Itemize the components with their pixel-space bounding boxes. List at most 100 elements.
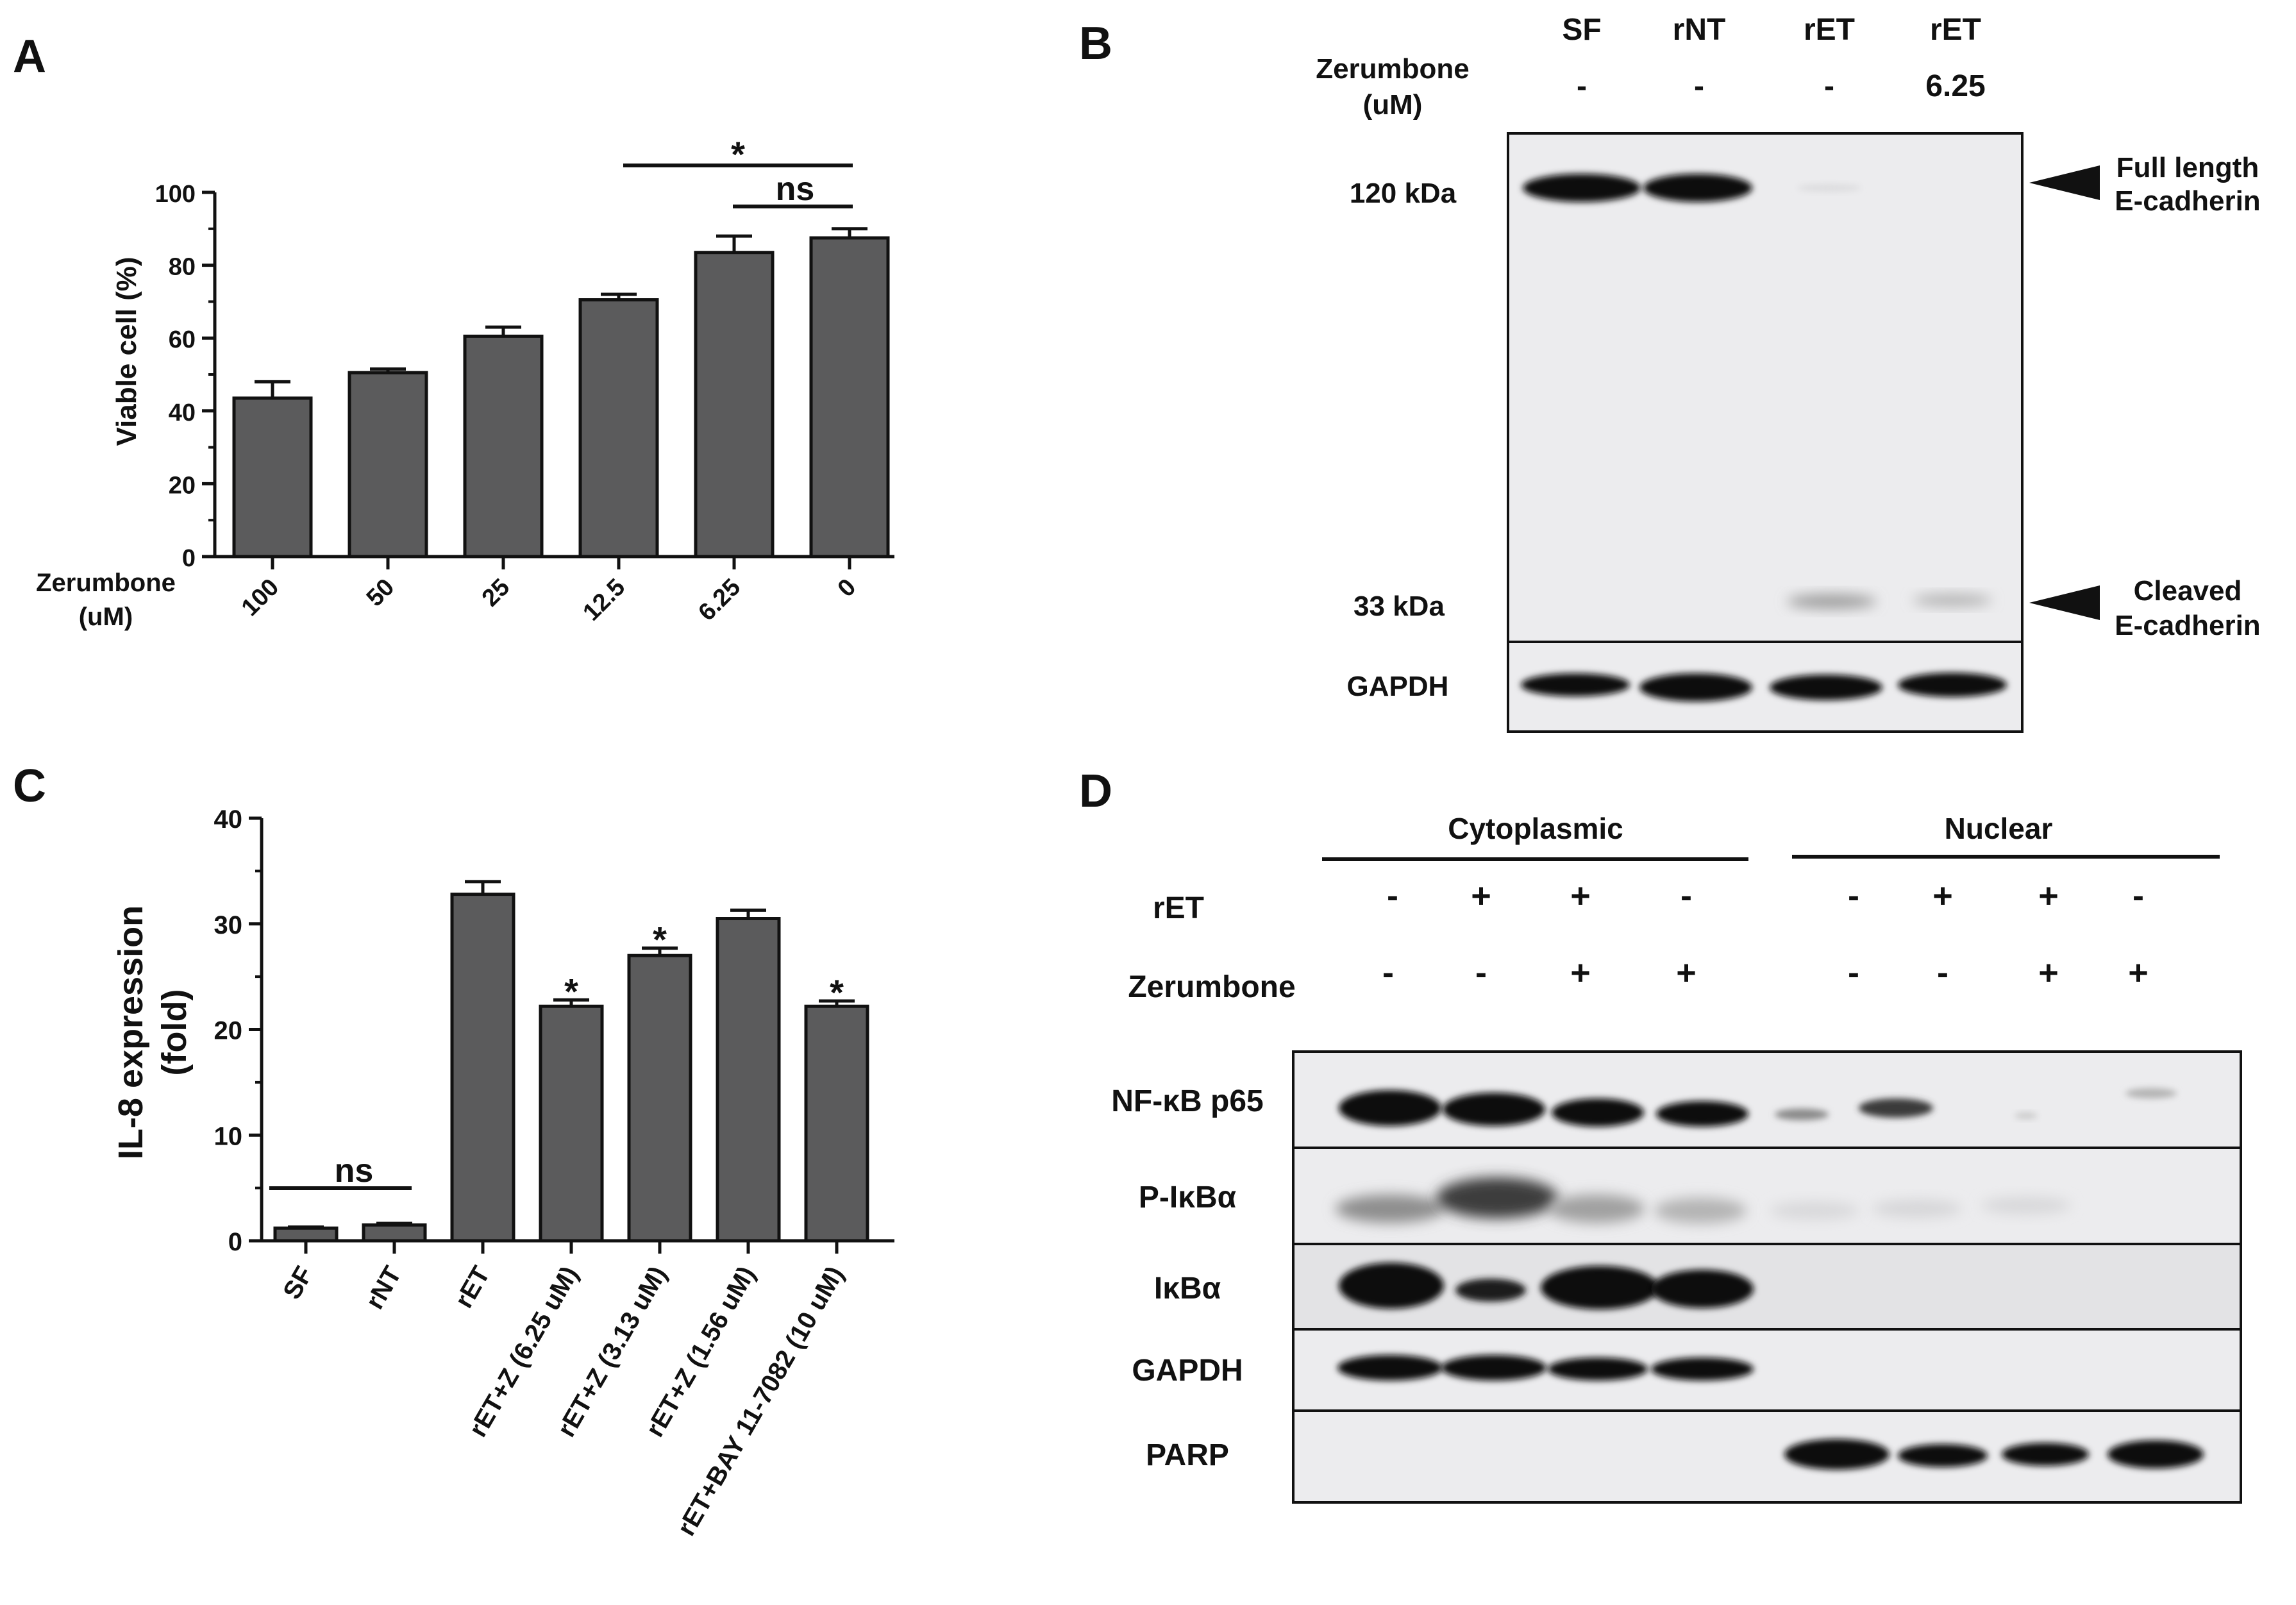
panel-letter-b: B [1079,18,1112,69]
blot-d-group-cytoplasmic: Cytoplasmic [1448,812,1623,845]
chart-c-category-label: rET [449,1262,495,1313]
band-d-pikba-4 [1654,1198,1747,1223]
blot-b-arrow-top-line2: E-cadherin [2115,185,2260,217]
chart-a-category-label: 12.5 [578,574,630,626]
chart-c-sig-star: * [653,920,667,960]
blot-d-ret-sign: - [1387,877,1398,915]
chart-c-category-label: rNT [360,1262,407,1315]
panel-letter-c: C [13,760,46,812]
chart-c-sig-ns: ns [335,1152,374,1189]
band-d-parp-1 [1784,1439,1890,1470]
chart-a-ytick-label: 60 [169,326,196,353]
blot-b-lane-ret-2: rET [1930,13,1981,47]
chart-a-category-label: 50 [362,574,400,612]
blot-d-zerumbone-sign: + [1676,954,1697,992]
chart-a-ylabel: Viable cell (%) [111,256,142,446]
chart-c-bar [450,893,515,1243]
band-b-gapdh-ret-2 [1898,673,2007,697]
chart-c-ytick-label: 0 [228,1228,242,1256]
chart-c-category-label: rET+BAY 11-7082 (10 uM) [672,1262,850,1541]
chart-c-bar [273,1226,339,1243]
blot-d-zerumbone-sign: + [1570,954,1591,992]
band-d-p65-8 [2125,1088,2177,1098]
blot-d-label-ikba: IκBα [1154,1272,1221,1306]
chart-a-ytick-label: 100 [155,181,196,208]
chart-a-ytick-label: 80 [169,254,196,281]
band-b-gapdh-sf [1521,673,1630,696]
blot-b-mw-120: 120 kDa [1350,178,1457,209]
blot-d-row-ret-label: rET [1153,891,1204,925]
blot-d-pikba-strip [1292,1147,2242,1245]
chart-c-ytick-label: 10 [214,1122,243,1150]
band-d-pikba-1 [1336,1195,1445,1223]
blot-b-dose-1: - [1577,69,1587,103]
chart-a-xaxis-title: Zerumbone [36,569,176,597]
band-d-ikba-4 [1651,1270,1754,1308]
chart-c-sig-star: * [830,972,844,1013]
blot-b-lane-sf: SF [1562,13,1601,47]
chart-a-ytick-label: 40 [169,399,196,426]
chart-c-ytick-label: 20 [214,1017,243,1045]
band-d-gapdh-2 [1441,1355,1546,1381]
blot-d-p65-strip [1292,1050,2242,1149]
blot-d-zerumbone-sign: - [1382,954,1394,992]
chart-c-sig-star: * [564,971,578,1011]
blot-b-ecadherin-membrane [1507,132,2024,643]
chart-a-bar [348,371,428,559]
ecadherin-blot-panel: SF rNT rET rET Zerumbone (uM) - - - 6.25… [1316,13,2261,733]
blot-d-ret-sign: - [1848,877,1859,915]
chart-a-sig-star: * [731,134,745,174]
chart-c-bar [539,1004,604,1243]
band-d-pikba-5 [1770,1202,1859,1220]
blot-d-label-parp: PARP [1146,1438,1229,1472]
blot-b-mw-33: 33 kDa [1353,591,1445,622]
band-d-pikba-3 [1548,1195,1645,1223]
band-d-gapdh-3 [1548,1357,1648,1381]
arrowhead-full-length-icon [2029,165,2100,200]
blot-d-ret-sign: - [2133,877,2144,915]
chart-a-bar [463,334,544,559]
panel-letter-a: A [13,31,46,82]
blot-d-zerumbone-sign: + [2038,954,2059,992]
band-d-p65-5 [1775,1109,1829,1120]
chart-a-category-label: 0 [833,574,862,603]
blot-d-ret-sign: + [1471,877,1491,915]
band-d-p65-1 [1339,1090,1441,1126]
chart-a-bar [578,298,659,559]
band-d-ikba-3 [1541,1266,1659,1309]
band-b-120-rnt [1643,174,1752,202]
band-b-33-ret-2 [1913,594,1992,606]
chart-c-bar [804,1004,869,1243]
band-d-p65-4 [1656,1101,1748,1127]
chart-c-category-label: SF [278,1262,319,1304]
blot-d-ret-sign: + [1570,877,1591,915]
chart-a-category-label: 25 [477,574,515,612]
chart-c-bar [627,954,692,1243]
panel-letter-d: D [1079,766,1112,817]
band-d-p65-7 [2015,1113,2038,1119]
blot-b-lane-ret-1: rET [1804,13,1855,47]
blot-d-ikba-strip [1292,1243,2242,1331]
blot-d-zerumbone-sign: - [1848,954,1859,992]
blot-d-zerumbone-sign: + [2128,954,2149,992]
chart-a-bar [809,236,890,559]
blot-d-label-gapdh: GAPDH [1132,1354,1243,1388]
band-b-gapdh-rnt [1639,673,1752,702]
band-b-120-sf [1523,174,1641,202]
band-d-pikba-6 [1872,1200,1962,1218]
band-b-120-ret-1 [1797,184,1861,192]
chart-a-category-label: 100 [237,574,285,622]
blot-d-label-pikba: P-IκBα [1139,1181,1237,1214]
chart-c-ylabel: IL-8 expression [112,905,150,1159]
chart-c-ytick-label: 30 [214,911,243,939]
blot-d-ret-sign: + [2038,877,2059,915]
band-d-p65-3 [1552,1098,1644,1127]
band-d-ikba-1 [1339,1263,1444,1309]
blot-d-zerumbone-sign: - [1937,954,1948,992]
blot-b-dose-4: 6.25 [1925,69,1985,103]
chart-c-bar [362,1223,427,1243]
band-d-parp-4 [2107,1440,2204,1468]
chart-c-bar [716,917,781,1243]
